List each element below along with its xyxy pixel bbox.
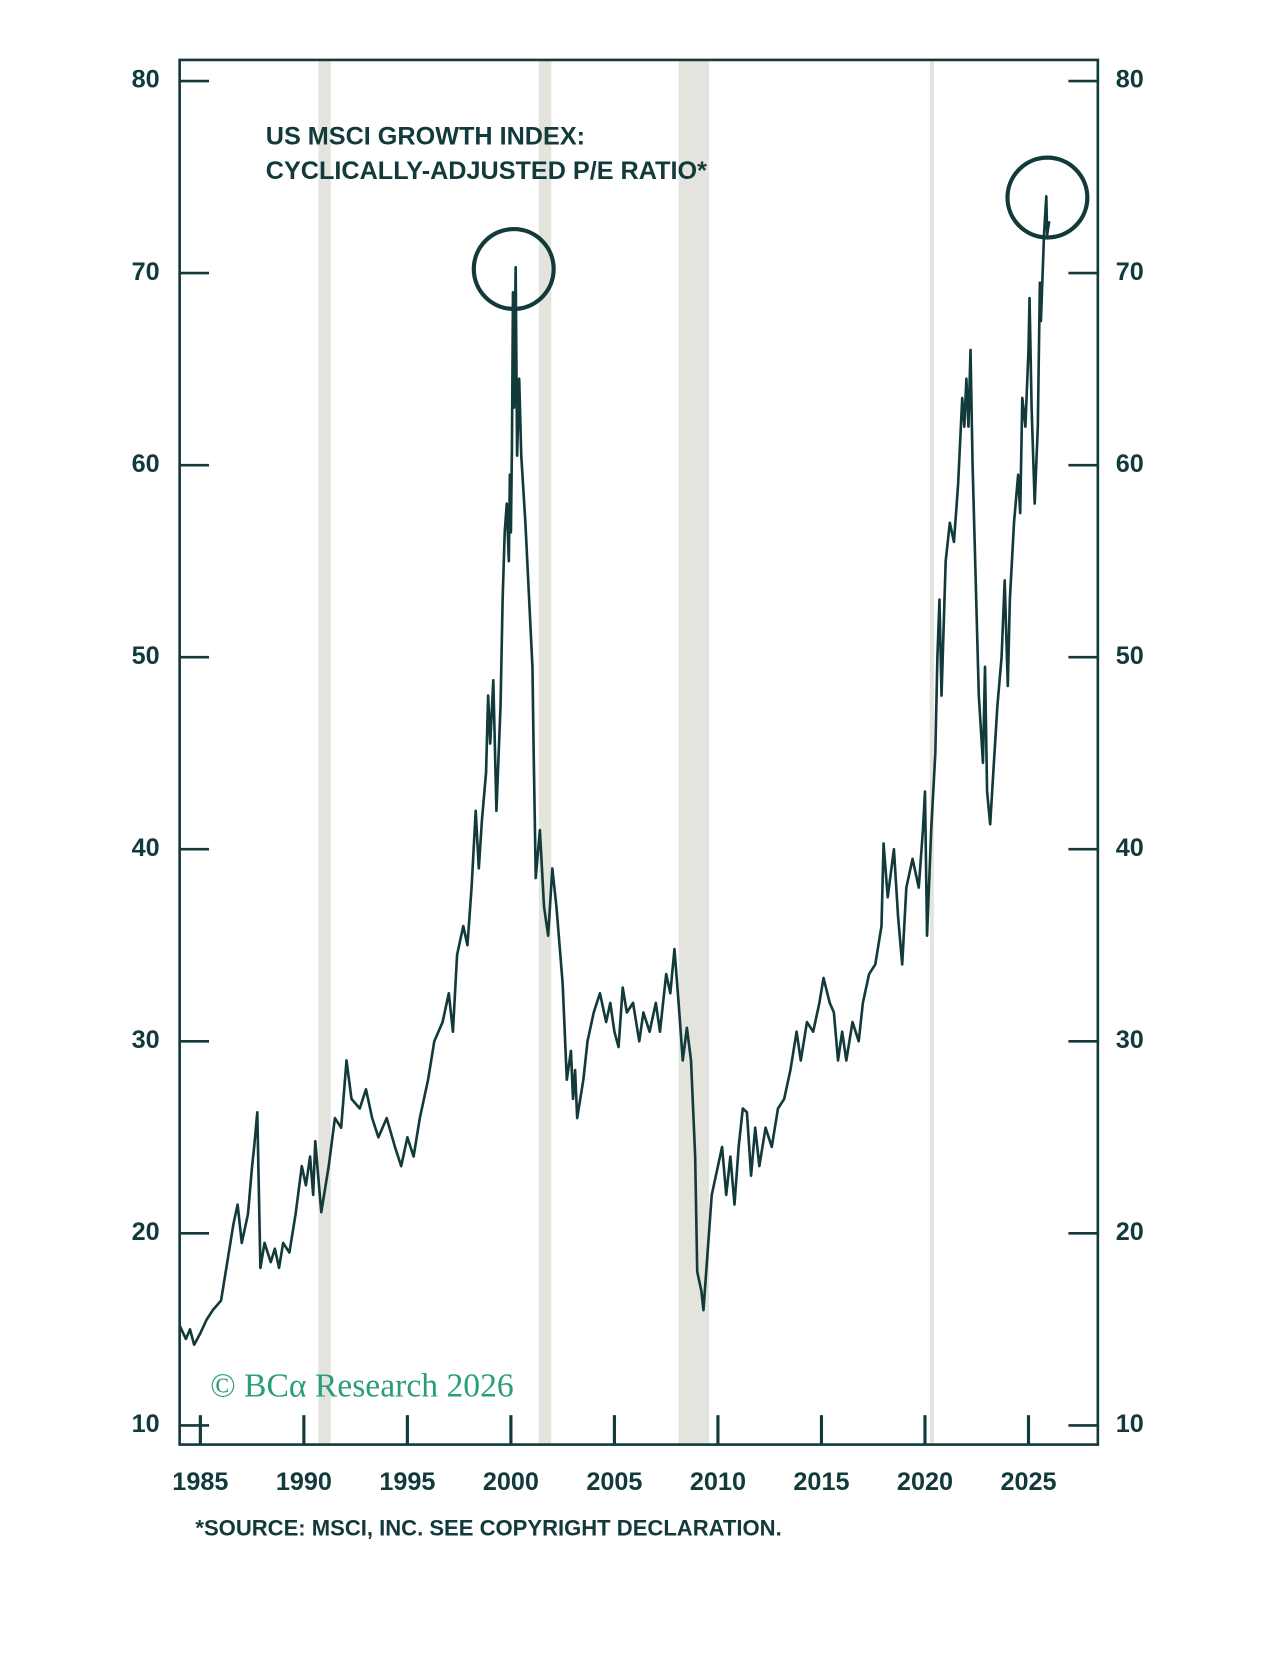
plot-frame xyxy=(178,58,1100,1446)
y-tick-label: 80 xyxy=(132,66,160,94)
data-line xyxy=(178,194,1051,1347)
x-tick-label: 1985 xyxy=(172,1468,228,1496)
x-tick-label: 1990 xyxy=(276,1468,332,1496)
y2-tick-label: 20 xyxy=(1116,1218,1144,1246)
y2-tick-label: 10 xyxy=(1116,1410,1144,1438)
y2-tick-label: 60 xyxy=(1116,450,1144,478)
x-tick-label: 2010 xyxy=(690,1468,746,1496)
shaded-period xyxy=(538,59,552,1445)
y-tick-label: 60 xyxy=(132,450,160,478)
x-tick-label: 2020 xyxy=(897,1468,953,1496)
y2-tick-label: 30 xyxy=(1116,1026,1144,1054)
x-tick-label: 2025 xyxy=(1000,1468,1056,1496)
x-tick-label: 1995 xyxy=(379,1468,435,1496)
y2-tick-label: 70 xyxy=(1116,258,1144,286)
shaded-period xyxy=(318,59,331,1445)
x-tick-label: 2015 xyxy=(793,1468,849,1496)
y2-tick-label: 40 xyxy=(1116,834,1144,862)
y2-tick-label: 80 xyxy=(1116,66,1144,94)
y-tick-label: 30 xyxy=(132,1026,160,1054)
watermark: © BCα Research 2026 xyxy=(210,1368,514,1405)
y2-tick-label: 50 xyxy=(1116,642,1144,670)
chart-title: US MSCI GROWTH INDEX: xyxy=(266,122,585,150)
chart-title: CYCLICALLY-ADJUSTED P/E RATIO* xyxy=(266,157,707,185)
y-tick-label: 50 xyxy=(132,642,160,670)
shaded-period xyxy=(678,59,710,1445)
footnote: *SOURCE: MSCI, INC. SEE COPYRIGHT DECLAR… xyxy=(195,1516,781,1541)
y-tick-label: 70 xyxy=(132,258,160,286)
x-tick-label: 2000 xyxy=(483,1468,539,1496)
shaded-period xyxy=(929,59,934,1445)
y-tick-label: 40 xyxy=(132,834,160,862)
y-tick-label: 20 xyxy=(132,1218,160,1246)
x-tick-label: 2005 xyxy=(586,1468,642,1496)
y-tick-label: 10 xyxy=(132,1410,160,1438)
highlight-circle xyxy=(1005,155,1090,240)
